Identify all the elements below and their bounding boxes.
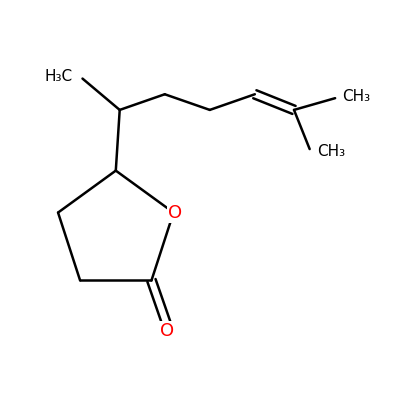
- Text: CH₃: CH₃: [317, 144, 345, 158]
- Text: O: O: [168, 204, 182, 222]
- Text: O: O: [160, 322, 174, 340]
- Text: CH₃: CH₃: [343, 89, 371, 104]
- Text: H₃C: H₃C: [44, 69, 73, 84]
